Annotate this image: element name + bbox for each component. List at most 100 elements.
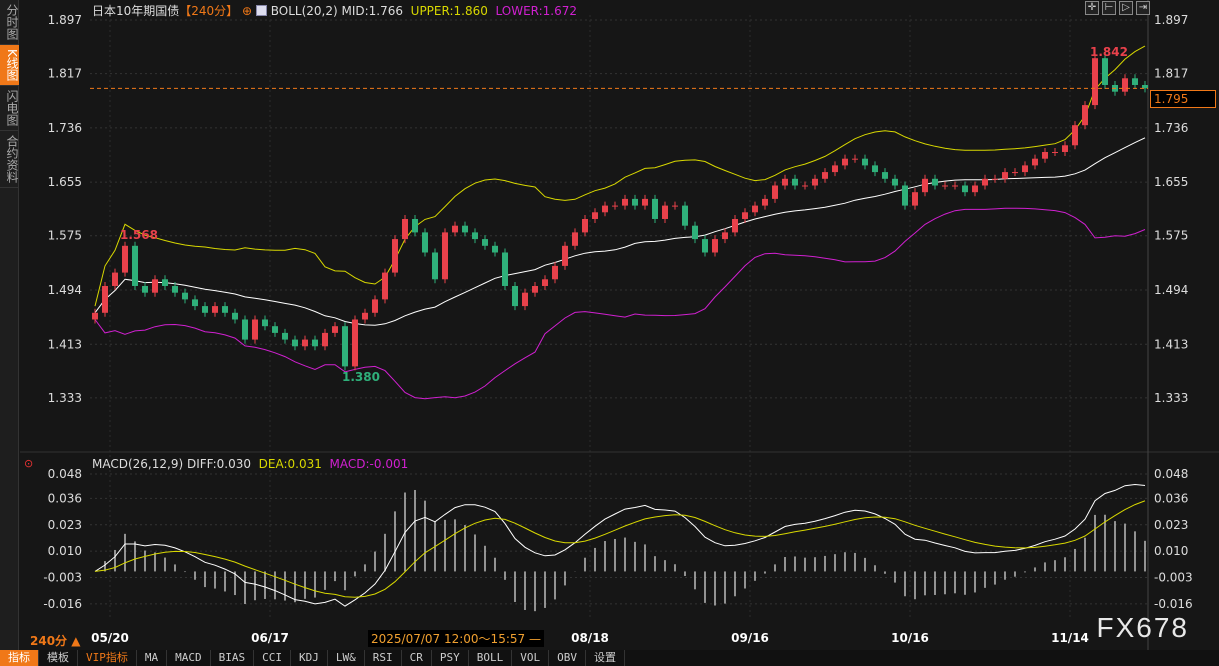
macd-tick: 0.023 xyxy=(1154,518,1188,532)
indicator-icon[interactable] xyxy=(255,5,267,16)
candle xyxy=(752,205,758,213)
candle xyxy=(672,205,678,207)
candle xyxy=(152,279,158,293)
candle xyxy=(972,185,978,193)
macd-tick: 0.036 xyxy=(1154,491,1188,505)
candle xyxy=(1042,151,1048,159)
candle xyxy=(162,279,168,286)
candle xyxy=(132,245,138,286)
price-tick-left: 1.897 xyxy=(48,13,82,27)
boll-mid-line xyxy=(94,137,1146,326)
macd-tick: -0.003 xyxy=(1154,571,1193,585)
macd-diff: DIFF:0.030 xyxy=(186,457,252,471)
date-tick: 05/20 xyxy=(91,631,129,645)
toolbar-button[interactable]: LW& xyxy=(328,650,365,666)
toolbar-button[interactable]: 设置 xyxy=(586,650,625,666)
candle xyxy=(422,232,428,253)
toolbar-button[interactable]: CCI xyxy=(254,650,291,666)
toolbar-button[interactable]: MACD xyxy=(167,650,211,666)
toolbar-button[interactable]: 指标 xyxy=(0,650,39,666)
toolbar-button[interactable]: VOL xyxy=(512,650,550,666)
candle xyxy=(732,218,738,233)
macd-tick: -0.016 xyxy=(1154,597,1193,611)
toolbar-button[interactable]: 模板 xyxy=(39,650,78,666)
crosshair-icon[interactable]: ✛ xyxy=(1085,1,1099,15)
period-label: 【240分】 xyxy=(179,4,239,18)
candle xyxy=(882,172,888,179)
candle xyxy=(942,185,948,187)
candle xyxy=(992,178,998,180)
candle xyxy=(232,312,238,320)
price-tick-left: 1.736 xyxy=(48,121,82,135)
candle xyxy=(902,185,908,206)
toolbar-button[interactable]: RSI xyxy=(365,650,402,666)
date-tick: 09/16 xyxy=(731,631,769,645)
indicator-toolbar: 指标 模板 VIP指标 MA MACD BIAS CCI KDJ LW& RSI CR PSY BOLL… xyxy=(0,650,1219,666)
candle xyxy=(552,265,558,280)
side-tab[interactable]: K线图 xyxy=(0,45,19,86)
add-icon[interactable]: ⊕ xyxy=(242,4,253,18)
macd-tick: 0.010 xyxy=(1154,544,1188,558)
boll-upper: UPPER:1.860 xyxy=(410,4,488,18)
candle xyxy=(392,239,398,273)
candle xyxy=(962,185,968,193)
candle xyxy=(712,239,718,253)
candle xyxy=(642,198,648,206)
toolbar-button[interactable]: BOLL xyxy=(469,650,513,666)
toolbar-button[interactable]: OBV xyxy=(549,650,586,666)
toolbar-button[interactable]: VIP指标 xyxy=(78,650,137,666)
candle xyxy=(322,332,328,347)
candle xyxy=(632,198,638,206)
candle xyxy=(252,319,258,340)
candle xyxy=(762,198,768,206)
candle xyxy=(1002,172,1008,179)
instrument-name: 日本10年期国债 xyxy=(92,4,180,18)
price-tick: 1.575 xyxy=(1154,229,1188,243)
candle xyxy=(222,306,228,313)
move-right-icon[interactable]: ⇥ xyxy=(1136,1,1150,15)
boll-upper-line xyxy=(94,45,1146,307)
candle xyxy=(182,292,188,300)
toolbar-button[interactable]: KDJ xyxy=(291,650,328,666)
low-label: 1.380 xyxy=(342,370,380,384)
macd-header: MACD(26,12,9) DIFF:0.030 DEA:0.031 MACD:… xyxy=(92,457,408,471)
boll-lower-line xyxy=(94,207,1146,400)
candle xyxy=(302,339,308,347)
side-tab[interactable]: 闪电图 xyxy=(0,86,19,131)
candle xyxy=(1012,172,1018,174)
side-tab[interactable]: 分时图 xyxy=(0,0,19,45)
macd-tick: 0.048 xyxy=(1154,467,1188,481)
candle xyxy=(502,252,508,286)
candle xyxy=(622,198,628,206)
toolbar-button[interactable]: MA xyxy=(137,650,168,666)
date-tick: 11/14 xyxy=(1051,631,1089,645)
candle xyxy=(482,239,488,246)
macd-tick-left: 0.036 xyxy=(48,491,82,505)
settings-icon[interactable]: ⊙ xyxy=(24,457,34,470)
dea-line xyxy=(94,500,1146,598)
candle xyxy=(372,299,378,313)
period-selector[interactable]: 240分 ▲ xyxy=(30,634,81,648)
side-tab[interactable]: 合约资料 xyxy=(0,131,19,188)
price-tick-left: 1.413 xyxy=(48,337,82,351)
kline-chart[interactable]: 1.897 1.897 1.817 1.817 1.736 1.736 1.655 1.655… xyxy=(20,0,1219,650)
price-tick: 1.494 xyxy=(1154,283,1188,297)
candle xyxy=(112,272,118,286)
candle xyxy=(932,178,938,186)
toolbar-button[interactable]: BIAS xyxy=(211,650,255,666)
candle xyxy=(1092,58,1098,106)
date-tick: 08/18 xyxy=(571,631,609,645)
toolbar-button[interactable]: CR xyxy=(402,650,432,666)
price-tick-left: 1.655 xyxy=(48,175,82,189)
candle xyxy=(202,306,208,313)
candle xyxy=(242,319,248,340)
candle xyxy=(1122,78,1128,92)
price-tick: 1.333 xyxy=(1154,391,1188,405)
candle xyxy=(1052,151,1058,153)
price-tick-left: 1.494 xyxy=(48,283,82,297)
zoom-in-icon[interactable]: ⊢ xyxy=(1102,1,1116,15)
toolbar-button[interactable]: PSY xyxy=(432,650,469,666)
candle xyxy=(142,285,148,293)
candle xyxy=(792,178,798,186)
play-icon[interactable]: ▷ xyxy=(1119,1,1133,15)
